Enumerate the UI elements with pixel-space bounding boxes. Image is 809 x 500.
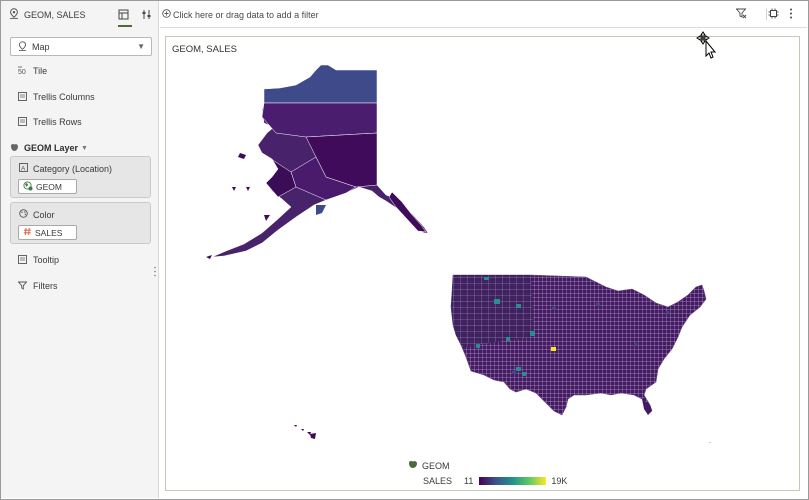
trellis-columns-drop-zone[interactable]: Trellis Columns — [18, 90, 95, 104]
tooltip-drop-zone[interactable]: Tooltip — [18, 253, 59, 267]
hawaii-region[interactable] — [294, 425, 316, 439]
plus-circle-icon — [162, 9, 171, 20]
geo-column-icon — [23, 180, 33, 193]
trellis-columns-icon — [18, 91, 27, 103]
trellis-rows-icon — [18, 116, 27, 128]
filters-drop-zone[interactable]: Filters — [17, 279, 58, 293]
viz-type-label: Map — [32, 41, 50, 52]
caret-down-icon: ▼ — [81, 144, 88, 152]
viz-title: GEOM, SALES — [172, 44, 237, 55]
visualization-canvas[interactable]: GEOM, SALES — [165, 36, 800, 491]
tooltip-label: Tooltip — [33, 255, 60, 265]
layer-name: GEOM Layer — [24, 143, 79, 153]
svg-text:A: A — [21, 165, 26, 172]
color-label: Color — [33, 209, 55, 220]
category-label: Category (Location) — [33, 163, 113, 174]
trellis-rows-drop-zone[interactable]: Trellis Rows — [18, 115, 82, 129]
map-pin-icon — [9, 8, 19, 21]
resize-handle-icon[interactable] — [154, 266, 156, 277]
trellis-rows-label: Trellis Rows — [33, 117, 82, 127]
active-tab-indicator — [118, 25, 132, 27]
teal-county-highlights — [476, 277, 669, 376]
geom-pill-label: GEOM — [36, 181, 62, 192]
color-title: Color — [19, 209, 55, 220]
grammar-tab-icon[interactable] — [118, 9, 129, 20]
filters-label: Filters — [33, 281, 58, 291]
legend-max-value: 19K — [551, 476, 568, 486]
tile-drop-zone[interactable]: 50 Tile — [18, 64, 47, 78]
geom-pill[interactable]: GEOM — [18, 179, 77, 194]
territory-dot — [709, 442, 711, 443]
svg-text:50: 50 — [18, 69, 26, 75]
legend-measure-label: SALES — [423, 476, 453, 486]
properties-tab-icon[interactable] — [141, 9, 152, 20]
layer-icon — [408, 460, 418, 471]
legend-layer-label: GEOM — [422, 460, 450, 471]
toolbar-divider — [766, 9, 767, 20]
sales-pill-label: SALES — [35, 227, 63, 238]
measure-hash-icon — [23, 227, 32, 238]
contiguous-us-region[interactable] — [450, 274, 707, 416]
category-title: A Category (Location) — [19, 163, 112, 174]
grammar-panel: GEOM, SALES Map ▼ 50 Tile Trellis Column… — [1, 1, 159, 498]
max-sales-county[interactable] — [551, 347, 556, 351]
color-drop-zone[interactable]: Color SALES — [10, 202, 151, 244]
layer-icon — [10, 143, 19, 154]
color-legend: SALES 11 19K — [423, 476, 567, 486]
tooltip-icon — [18, 254, 27, 266]
filter-options-icon[interactable] — [735, 8, 747, 21]
geom-layer-header[interactable]: GEOM Layer ▼ — [10, 141, 88, 155]
map-pin-icon — [18, 40, 27, 53]
move-cursor-icon — [696, 31, 717, 61]
alaska-region[interactable] — [206, 64, 429, 259]
legend-min-value: 11 — [464, 476, 474, 486]
filter-bar: Click here or drag data to add a filter — [160, 1, 807, 28]
filter-icon — [17, 281, 28, 292]
chevron-down-icon: ▼ — [137, 42, 145, 51]
panel-title: GEOM, SALES — [24, 9, 86, 20]
add-filter-area[interactable]: Click here or drag data to add a filter — [162, 9, 319, 20]
tile-icon: 50 — [18, 66, 27, 77]
more-vertical-icon[interactable] — [789, 8, 793, 21]
legend-layer: GEOM — [408, 460, 450, 471]
trellis-columns-label: Trellis Columns — [33, 92, 95, 102]
legend-gradient-bar — [479, 477, 547, 485]
sales-pill[interactable]: SALES — [18, 225, 77, 240]
chip-icon[interactable] — [768, 8, 779, 21]
viz-type-select[interactable]: Map ▼ — [10, 37, 152, 56]
category-drop-zone[interactable]: A Category (Location) GEOM — [10, 156, 151, 198]
palette-icon — [19, 209, 28, 220]
county-choropleth-map[interactable] — [166, 37, 799, 490]
add-filter-placeholder: Click here or drag data to add a filter — [173, 9, 319, 20]
panel-header: GEOM, SALES — [1, 1, 158, 28]
tile-label: Tile — [33, 66, 48, 76]
text-attribute-icon: A — [19, 163, 28, 174]
